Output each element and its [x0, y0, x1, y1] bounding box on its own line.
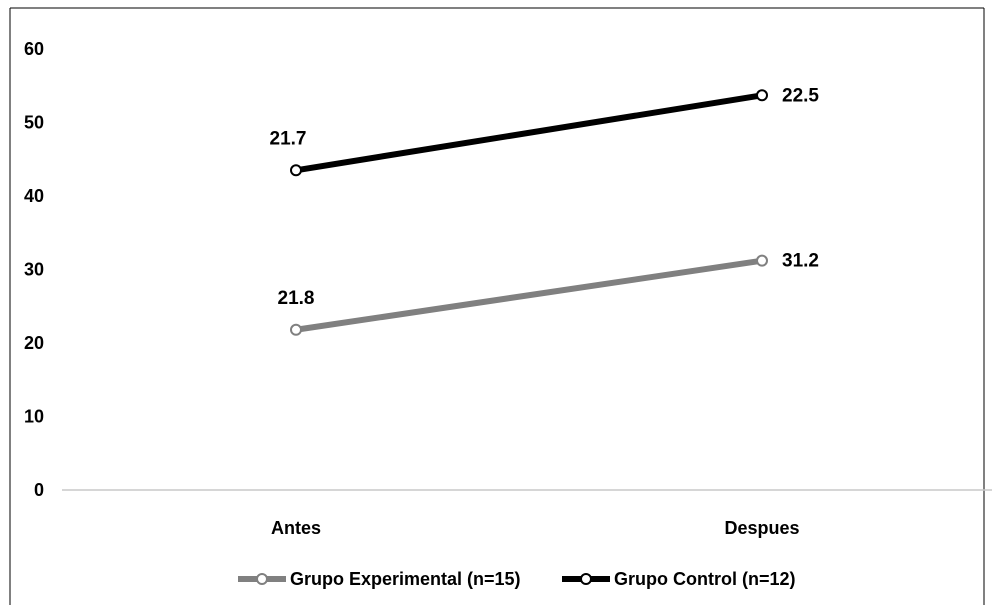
series-grupo-control-label-antes: 21.7: [270, 128, 307, 149]
y-tick-label-20: 20: [24, 333, 44, 353]
series-grupo-experimental-line: [293, 257, 765, 333]
y-tick-label-50: 50: [24, 113, 44, 133]
x-tick-label-despues: Despues: [724, 518, 799, 538]
series-grupo-experimental-label-antes: 21.8: [278, 288, 315, 309]
x-tick-labels: Antes Despues: [271, 518, 800, 538]
legend: Grupo Experimental (n=15) Grupo Control (…: [238, 569, 796, 589]
x-tick-label-antes: Antes: [271, 518, 321, 538]
series-grupo-experimental-point-despues: [756, 254, 768, 267]
legend-grupo-control-marker: [580, 573, 592, 585]
series-grupo-experimental-label-despues: 31.2: [782, 251, 819, 272]
series-grupo-control-point-antes: [290, 164, 302, 177]
series-group: 21.8 31.2 21.7 22.5: [270, 85, 819, 336]
y-tick-label-60: 60: [24, 39, 44, 59]
series-grupo-experimental-point-antes: [290, 323, 302, 336]
legend-grupo-experimental-label: Grupo Experimental (n=15): [290, 569, 521, 589]
legend-grupo-control-label: Grupo Control (n=12): [614, 569, 796, 589]
series-grupo-control-point-despues: [756, 89, 768, 102]
y-tick-label-40: 40: [24, 186, 44, 206]
y-tick-label-10: 10: [24, 407, 44, 427]
y-tick-label-0: 0: [34, 480, 44, 500]
legend-grupo-experimental-marker: [256, 573, 268, 585]
y-tick-label-30: 30: [24, 260, 44, 280]
series-grupo-control-line: [293, 92, 765, 174]
series-grupo-control-label-despues: 22.5: [782, 85, 819, 106]
y-tick-labels: 0 10 20 30 40 50 60: [24, 39, 44, 500]
